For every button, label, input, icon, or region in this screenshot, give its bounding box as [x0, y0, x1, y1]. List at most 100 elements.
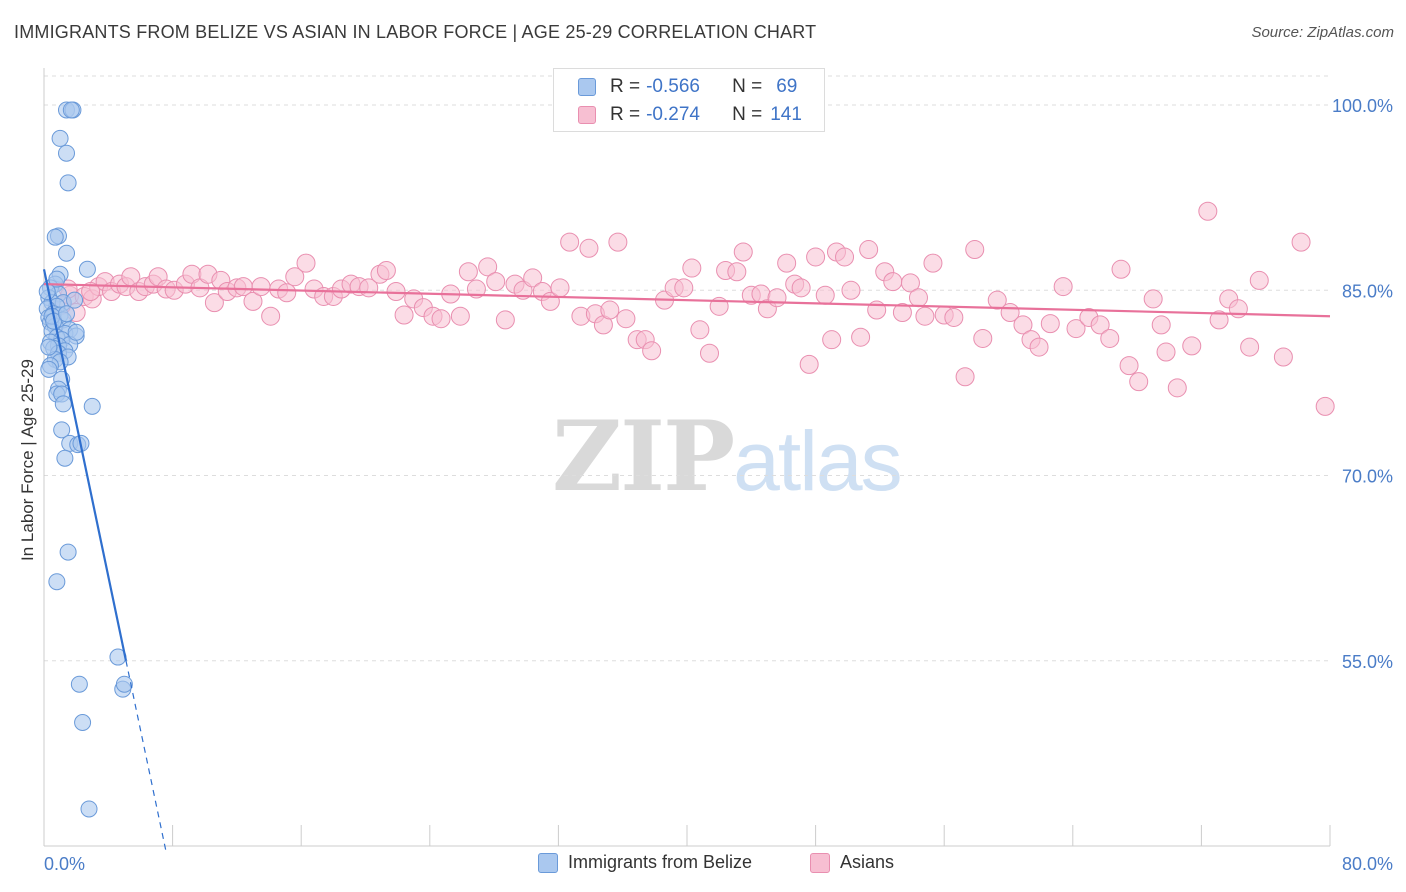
belize-trend-line — [42, 269, 128, 661]
correlation-legend: R = -0.566 N = 69 R = -0.274 N = 141 — [553, 68, 825, 132]
asian-point — [450, 306, 470, 326]
asian-point — [243, 291, 263, 311]
legend-swatch-belize — [578, 78, 596, 96]
asian-point — [1143, 289, 1163, 309]
asian-point — [1100, 328, 1120, 348]
legend-label-belize: Immigrants from Belize — [568, 852, 753, 872]
belize-point — [48, 270, 66, 288]
watermark-zip: ZIP — [552, 400, 735, 513]
belize-point — [40, 360, 58, 378]
asian-point — [1209, 310, 1229, 330]
asian-point — [81, 282, 101, 302]
asian-point — [859, 240, 879, 260]
belize-point — [70, 675, 88, 693]
asian-point — [987, 290, 1007, 310]
asian-point — [1066, 319, 1086, 339]
belize-point — [66, 291, 84, 309]
belize-point — [83, 397, 101, 415]
asian-point — [767, 288, 787, 308]
legend-label-asians: Asians — [840, 852, 895, 872]
asian-point — [690, 320, 710, 340]
asian-point — [550, 278, 570, 298]
asian-point — [791, 278, 811, 298]
asian-point — [892, 303, 912, 323]
asian-point — [1167, 378, 1187, 398]
legend-swatch-asians — [578, 106, 596, 124]
asian-point — [915, 306, 935, 326]
asian-point — [835, 247, 855, 267]
asian-point — [1315, 396, 1335, 416]
legend-n-label: N = — [732, 104, 763, 125]
asian-point — [376, 261, 396, 281]
asian-point — [883, 272, 903, 292]
asian-point — [806, 247, 826, 267]
asian-point — [608, 232, 628, 252]
asian-point — [900, 273, 920, 293]
asian-point — [1053, 277, 1073, 297]
asian-point — [1182, 336, 1202, 356]
belize-point — [62, 101, 80, 119]
asian-point — [851, 327, 871, 347]
y-tick-label: 55.0% — [1342, 652, 1393, 672]
legend-swatch-asians — [810, 852, 830, 873]
asian-point — [285, 267, 305, 287]
belize-point — [56, 449, 74, 467]
asian-point — [1240, 337, 1260, 357]
asian-point — [682, 258, 702, 278]
asian-point — [1119, 356, 1139, 376]
asian-point — [1029, 337, 1049, 357]
legend-r-value: -0.566 — [646, 76, 700, 97]
asian-point — [296, 253, 316, 273]
legend-row-asians: R = -0.274 N = 141 — [578, 102, 802, 128]
asian-point — [1040, 314, 1060, 334]
legend-n-value: 141 — [770, 104, 802, 125]
asian-point — [394, 305, 414, 325]
belize-point — [74, 714, 92, 732]
asian-point — [431, 309, 451, 329]
y-tick-label: 85.0% — [1342, 281, 1393, 301]
belize-point — [58, 305, 76, 323]
asian-point — [815, 285, 835, 305]
asian-point — [777, 253, 797, 273]
bottom-legend-asians: Asians — [810, 852, 894, 873]
source-label: Source: ZipAtlas.com — [1251, 24, 1394, 41]
belize-point — [58, 244, 76, 262]
belize-point — [58, 144, 76, 162]
x-tick-label: 0.0% — [44, 854, 85, 874]
belize-point — [54, 395, 72, 413]
chart-title: IMMIGRANTS FROM BELIZE VS ASIAN IN LABOR… — [14, 22, 817, 42]
asian-point — [733, 242, 753, 262]
asian-point — [1090, 315, 1110, 335]
asian-point — [799, 354, 819, 374]
asian-point — [616, 309, 636, 329]
asian-point — [1249, 270, 1269, 290]
asian-point — [478, 257, 498, 277]
asian-point — [495, 310, 515, 330]
y-tick-label: 100.0% — [1332, 96, 1393, 116]
asian-point — [965, 240, 985, 260]
legend-swatch-belize — [538, 852, 558, 873]
y-tick-label: 70.0% — [1342, 467, 1393, 487]
watermark: ZIPatlas — [552, 400, 903, 513]
watermark-atlas: atlas — [733, 414, 902, 508]
asian-point — [386, 282, 406, 302]
asian-point — [1291, 232, 1311, 252]
x-tick-label: 80.0% — [1342, 854, 1393, 874]
legend-r-value: -0.274 — [646, 104, 700, 125]
asian-point — [579, 238, 599, 258]
asian-trend-line — [43, 283, 1331, 318]
asian-point — [251, 277, 271, 297]
asian-point — [727, 262, 747, 282]
asian-point — [944, 307, 964, 327]
asian-point — [955, 367, 975, 387]
asian-point — [923, 253, 943, 273]
asian-point — [908, 288, 928, 308]
belize-point — [67, 323, 85, 341]
belize-trend-extension — [125, 660, 167, 853]
asian-point — [841, 280, 861, 300]
belize-point — [78, 260, 96, 278]
belize-point — [80, 800, 98, 818]
asian-point — [261, 306, 281, 326]
belize-point — [46, 228, 64, 246]
